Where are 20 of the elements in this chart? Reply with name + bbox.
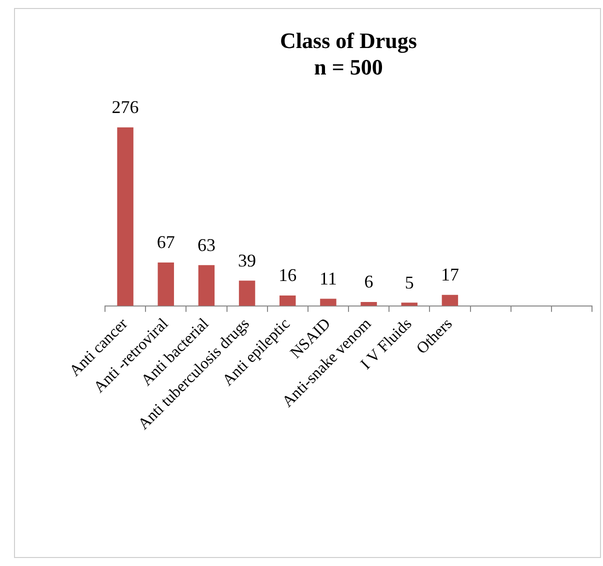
bar bbox=[360, 302, 377, 306]
data-label: 63 bbox=[197, 234, 216, 255]
chart-title: Class of Drugs bbox=[280, 28, 418, 53]
data-label: 11 bbox=[320, 268, 337, 288]
data-label: 17 bbox=[440, 264, 459, 285]
data-label: 276 bbox=[112, 97, 139, 118]
data-label: 6 bbox=[364, 272, 374, 292]
data-label: 16 bbox=[278, 265, 297, 286]
data-label: 39 bbox=[238, 250, 256, 270]
bar bbox=[238, 280, 256, 306]
bar bbox=[320, 298, 336, 306]
bar bbox=[280, 295, 296, 306]
bar bbox=[442, 294, 458, 306]
chart-subtitle: n = 500 bbox=[314, 54, 383, 80]
bar bbox=[158, 262, 174, 306]
data-label: 5 bbox=[404, 272, 414, 292]
data-label: 67 bbox=[156, 232, 175, 252]
bar bbox=[401, 302, 418, 306]
bar bbox=[198, 265, 215, 306]
bar bbox=[117, 127, 134, 306]
